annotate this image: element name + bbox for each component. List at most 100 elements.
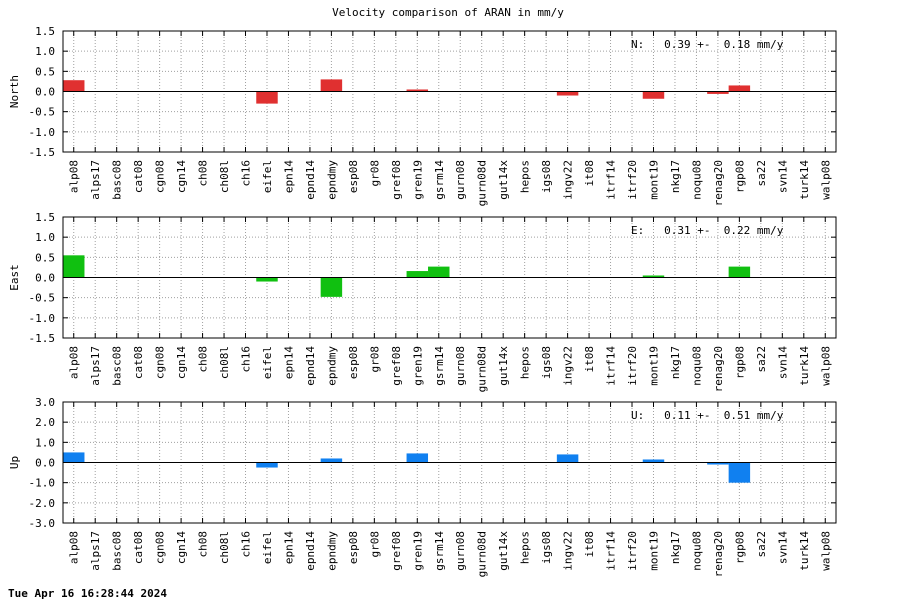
y-tick-label: 3.0 [35,396,55,409]
x-tick-label: nkg17 [669,531,682,564]
x-tick-label: cat08 [132,531,145,564]
x-tick-label: nkg17 [669,346,682,379]
plot-frame [62,30,837,153]
x-tick-label: ch16 [240,346,253,373]
x-tick-label: itrf14 [605,160,618,200]
x-tick-label: epn14 [282,346,295,379]
x-tick-label: epndmy [325,346,338,386]
x-tick-label: alps17 [89,531,102,571]
x-tick-label: igs08 [540,346,553,379]
x-tick-label: ingv22 [562,531,575,571]
x-tick-label: cat08 [132,160,145,193]
x-tick-label: itrf20 [626,346,639,386]
x-tick-label: cgn14 [175,160,188,193]
x-tick-label: epn14 [282,531,295,564]
x-tick-label: ch08 [197,531,210,558]
x-tick-label: noqu08 [690,346,703,386]
x-tick-label: epnd14 [304,531,317,571]
y-tick-label: -3.0 [29,517,56,530]
y-tick-label: 0.0 [35,457,55,470]
y-tick-label: 0.5 [35,65,55,78]
bar-eifel [256,462,278,468]
x-tick-label: ingv22 [562,346,575,386]
x-tick-label: esp08 [347,531,360,564]
x-tick-label: nkg17 [669,160,682,193]
x-tick-label: walp08 [819,346,832,386]
x-tick-label: cgn14 [175,531,188,564]
x-tick-label: gren19 [411,531,424,571]
x-tick-label: basc08 [111,160,124,200]
x-tick-label: svn14 [776,160,789,193]
x-tick-label: itrf14 [605,531,618,571]
y-tick-label: -1.5 [29,332,56,345]
x-tick-label: basc08 [111,346,124,386]
x-tick-label: epnd14 [304,160,317,200]
x-tick-label: hepos [519,160,532,193]
x-tick-label: cat08 [132,346,145,379]
x-tick-label: it08 [583,531,596,558]
stat-annotation: E: 0.31 +- 0.22 mm/y [631,224,784,237]
x-tick-label: it08 [583,160,596,187]
x-tick-label: alp08 [68,346,81,379]
x-tick-label: igs08 [540,160,553,193]
timestamp: Tue Apr 16 16:28:44 2024 [8,587,167,600]
x-tick-label: gref08 [390,160,403,200]
x-tick-label: itrf20 [626,531,639,571]
x-tick-label: gref08 [390,346,403,386]
y-tick-label: -0.5 [29,292,56,305]
y-tick-label: 1.0 [35,45,55,58]
y-tick-label: -1.0 [29,126,56,139]
bar-renag20 [707,91,729,94]
y-axis-label: East [8,264,21,291]
bar-epndmy [320,277,343,297]
x-tick-label: ingv22 [562,160,575,200]
x-tick-label: hepos [519,531,532,564]
x-tick-label: itrf20 [626,160,639,200]
x-tick-label: gsrm14 [433,160,446,200]
x-tick-label: ch08l [218,531,231,564]
x-tick-label: gr08 [368,531,381,558]
stat-annotation: U: 0.11 +- 0.51 mm/y [631,409,784,422]
bar-ingv22 [556,454,579,463]
bar-gren19 [406,89,429,92]
y-axis-label: Up [8,456,21,469]
x-tick-label: rgp08 [733,160,746,193]
y-tick-label: -0.5 [29,106,56,119]
x-tick-label: gurn08 [454,346,467,386]
bar-mont19 [642,91,665,99]
bar-eifel [256,91,278,104]
x-tick-label: turk14 [798,346,811,386]
x-tick-label: gren19 [411,160,424,200]
x-tick-label: noqu08 [690,531,703,571]
x-tick-label: ch08l [218,346,231,379]
x-tick-label: esp08 [347,346,360,379]
y-tick-label: 1.0 [35,231,55,244]
y-tick-label: 0.0 [35,86,55,99]
y-tick-label: -1.5 [29,146,56,159]
bar-eifel [256,277,278,282]
x-tick-label: epnd14 [304,346,317,386]
x-tick-label: cgn08 [154,160,167,193]
bar-renag20 [707,462,729,465]
y-tick-label: 2.0 [35,416,55,429]
x-tick-label: sa22 [755,531,768,558]
x-tick-label: ch08 [197,346,210,373]
x-tick-label: ch16 [240,160,253,187]
x-tick-label: mont19 [647,346,660,386]
stat-annotation: N: 0.39 +- 0.18 mm/y [631,38,784,51]
x-tick-label: eifel [261,346,274,379]
x-tick-label: alps17 [89,160,102,200]
y-tick-label: 1.0 [35,436,55,449]
x-tick-label: cgn14 [175,346,188,379]
y-tick-label: -2.0 [29,497,56,510]
x-tick-label: epndmy [325,531,338,571]
x-tick-label: gurn08d [476,346,489,392]
x-tick-label: itrf14 [605,346,618,386]
panels: 1.5 1.0 0.5 0.0 -0.5 -1.0 -1.5 alp08 alps17 basc0… [8,25,837,577]
bar-alp08 [63,80,85,92]
y-tick-label: 1.5 [35,25,55,38]
x-tick-label: eifel [261,160,274,193]
y-tick-label: -1.0 [29,477,56,490]
x-tick-label: alp08 [68,531,81,564]
